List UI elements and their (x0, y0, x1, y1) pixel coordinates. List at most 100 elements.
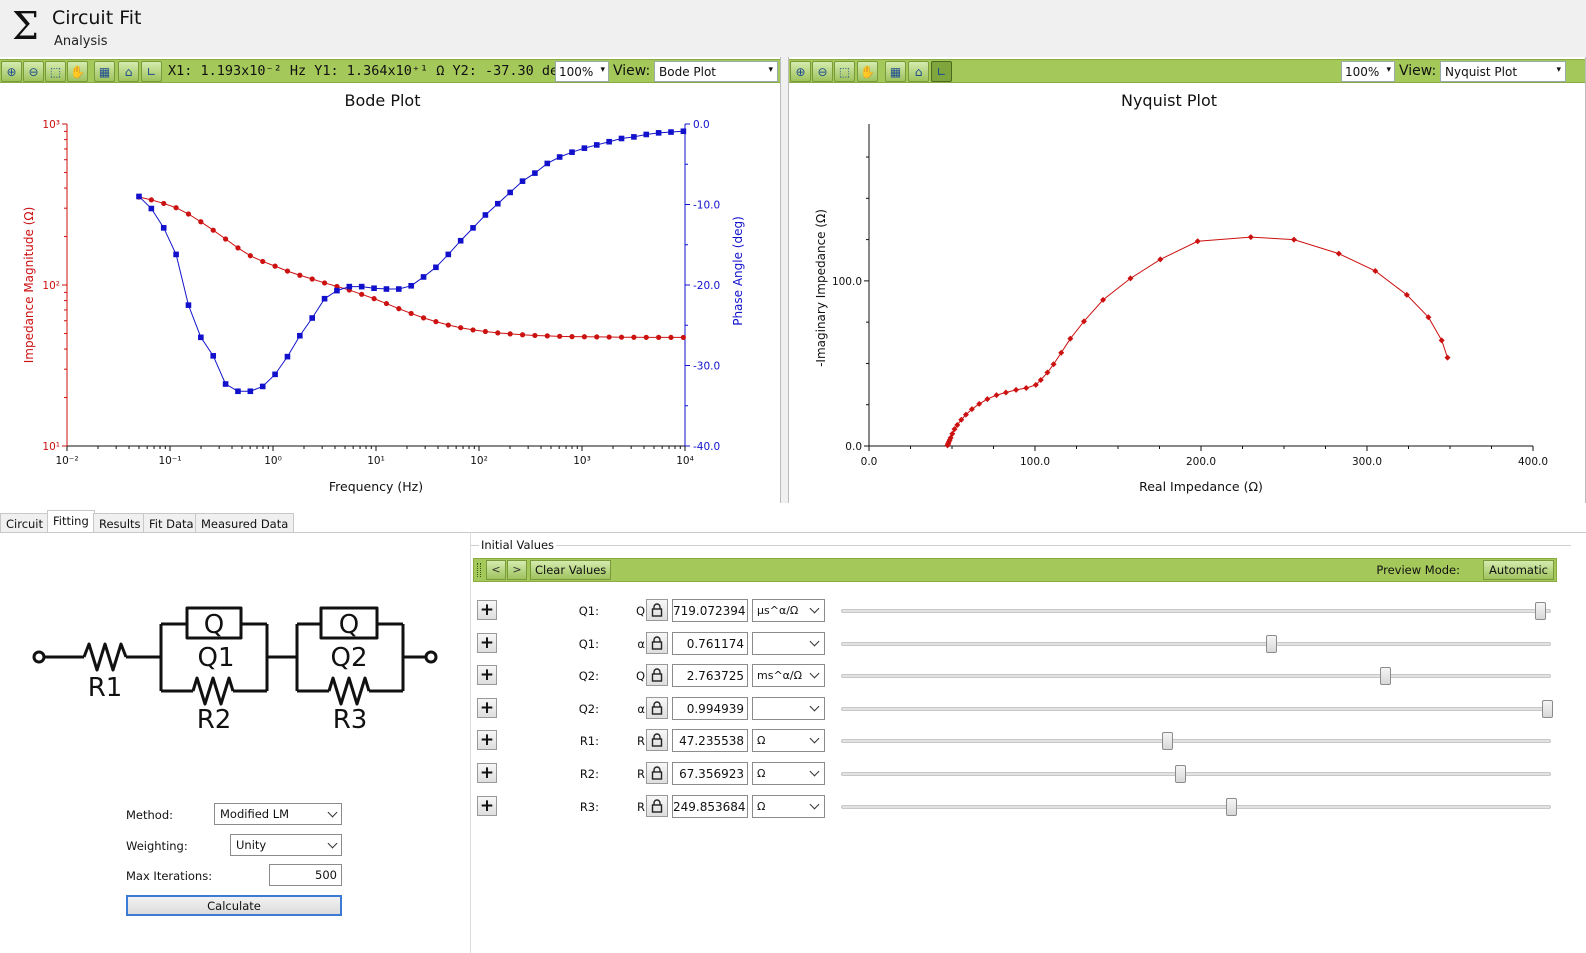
bode-phase-point (321, 295, 328, 302)
param-value-input[interactable]: 0.761174 (672, 631, 748, 655)
bode-zoom-select[interactable]: 100% ▾ (555, 61, 609, 82)
tab-fitting[interactable]: Fitting (47, 510, 95, 533)
toolbar-grip-icon[interactable] (477, 563, 481, 577)
tab-measured-data[interactable]: Measured Data (195, 513, 295, 533)
resistor-r2-symbol (191, 676, 235, 706)
zoom-out-icon[interactable]: ⊖ (23, 61, 44, 82)
bode-phase-point (358, 283, 365, 290)
nyquist-chart[interactable]: 0.0 100.0 200.0 300.0 400.0 0.0 100.0 Real Impe… (789, 57, 1586, 503)
bode-phase-point (494, 200, 501, 207)
weighting-select[interactable]: Unity (230, 834, 342, 856)
home-icon[interactable]: ⌂ (908, 61, 929, 82)
add-parameter-button[interactable]: + (477, 697, 497, 718)
bode-phase-point (334, 287, 340, 294)
param-slider-thumb[interactable] (1161, 732, 1173, 751)
add-parameter-button[interactable]: + (477, 600, 497, 620)
zoom-in-icon[interactable]: ⊕ (1, 61, 22, 82)
param-unit-select[interactable]: µs^α/Ω (752, 599, 825, 622)
chevron-down-icon (809, 636, 820, 647)
bode-x-tick-label: 10⁻¹ (158, 455, 181, 467)
param-value-input[interactable]: 47.235538 (672, 729, 748, 753)
param-slider-track[interactable] (841, 641, 1551, 646)
param-unit-select[interactable] (752, 631, 825, 655)
param-unit-select[interactable] (752, 696, 825, 720)
nyquist-point (949, 430, 956, 437)
bode-phase-point (297, 332, 303, 339)
next-button[interactable]: > (507, 560, 527, 580)
param-slider-thumb[interactable] (1266, 634, 1278, 653)
add-parameter-button[interactable]: + (477, 632, 497, 653)
tab-results[interactable]: Results (93, 513, 147, 533)
label-q1: Q1 (197, 643, 234, 673)
param-value-input[interactable]: 67.356923 (672, 762, 748, 785)
chevron-down-icon (809, 766, 820, 777)
previous-button[interactable]: < (486, 560, 506, 580)
bode-chart[interactable]: 10⁻² 10⁻¹ 10⁰ 10¹ 10² 10³ 10⁴ 10¹ 10² 10³ -40.0 -30… (0, 57, 781, 503)
nyquist-zoom-select[interactable]: 100% ▾ (1341, 61, 1395, 82)
initial-values-group: Initial Values < > Clear Values Preview … (471, 538, 1571, 953)
param-slider-thumb[interactable] (1225, 797, 1237, 816)
param-slider-thumb[interactable] (1541, 699, 1553, 718)
chart-settings-icon[interactable]: ▦ (94, 61, 115, 82)
nyquist-x-tick-label: 100.0 (1020, 456, 1050, 468)
param-value-input[interactable]: 2.763725 (672, 664, 748, 688)
chevron-down-icon: ▾ (1556, 65, 1561, 75)
axis-icon[interactable]: ∟ (931, 61, 952, 82)
home-icon[interactable]: ⌂ (118, 61, 139, 82)
param-value-input[interactable]: 249.853684 (672, 794, 748, 818)
pan-hand-icon[interactable]: ✋ (67, 61, 88, 82)
lock-icon[interactable] (646, 696, 668, 719)
param-value-input[interactable]: 0.994939 (672, 696, 748, 720)
add-parameter-button[interactable]: + (477, 763, 497, 783)
bode-view-select[interactable]: Bode Plot ▾ (654, 61, 778, 82)
app-header: Σ Circuit Fit Analysis (0, 0, 1586, 57)
zoom-in-icon[interactable]: ⊕ (790, 61, 811, 82)
tab-bar: Circuit Fitting Results Fit Data Measure… (0, 510, 1586, 533)
lock-icon[interactable] (646, 794, 668, 817)
lock-icon[interactable] (646, 599, 668, 621)
preview-mode-automatic-button[interactable]: Automatic (1483, 560, 1554, 580)
param-unit-select[interactable]: Ω (752, 729, 825, 753)
param-slider-thumb[interactable] (1535, 602, 1547, 620)
param-unit-select[interactable]: Ω (752, 794, 825, 818)
max-iterations-input[interactable]: 500 (269, 864, 342, 886)
zoom-out-icon[interactable]: ⊖ (812, 61, 833, 82)
clear-values-button[interactable]: Clear Values (530, 560, 612, 580)
bode-phase-point (569, 149, 575, 155)
add-parameter-button[interactable]: + (477, 665, 497, 686)
lock-icon[interactable] (646, 762, 668, 784)
chart-settings-icon[interactable]: ▦ (885, 61, 906, 82)
calculate-button[interactable]: Calculate (126, 895, 342, 916)
param-value-input[interactable]: 719.072394 (672, 599, 748, 622)
zoom-box-icon[interactable]: ⬚ (45, 61, 66, 82)
method-select[interactable]: Modified LM (214, 803, 342, 825)
param-unit-select[interactable]: ms^α/Ω (752, 664, 825, 688)
bode-magnitude-point (643, 334, 649, 340)
tab-circuit[interactable]: Circuit (0, 513, 50, 533)
param-slider-thumb[interactable] (1175, 765, 1187, 783)
param-slider-track[interactable] (841, 739, 1551, 744)
param-slider-track[interactable] (841, 772, 1551, 776)
fitting-settings-pane: R1 Q Q1 R2 Q Q2 R3 Method: Modified LM W… (0, 532, 470, 953)
pan-hand-icon[interactable]: ✋ (857, 61, 878, 82)
tab-fit-data[interactable]: Fit Data (143, 513, 200, 533)
nyquist-view-select[interactable]: Nyquist Plot ▾ (1440, 61, 1566, 82)
param-slider-track[interactable] (841, 609, 1551, 613)
lock-icon[interactable] (646, 729, 668, 752)
zoom-box-icon[interactable]: ⬚ (834, 61, 855, 82)
add-parameter-button[interactable]: + (477, 795, 497, 816)
lock-icon[interactable] (646, 664, 668, 687)
bode-phase-point (173, 251, 179, 258)
param-slider-thumb[interactable] (1379, 667, 1391, 686)
param-slider-track[interactable] (841, 804, 1551, 809)
axis-icon[interactable]: ∟ (141, 61, 162, 82)
panel-splitter[interactable] (781, 57, 788, 503)
lock-icon[interactable] (646, 631, 668, 654)
param-name: Q2: (578, 669, 599, 684)
param-slider-track[interactable] (841, 706, 1551, 711)
param-unit-select[interactable]: Ω (752, 762, 825, 785)
bode-phase-point (371, 285, 377, 292)
bode-view-label: View: (613, 63, 651, 79)
param-slider-track[interactable] (841, 674, 1551, 679)
add-parameter-button[interactable]: + (477, 730, 497, 751)
